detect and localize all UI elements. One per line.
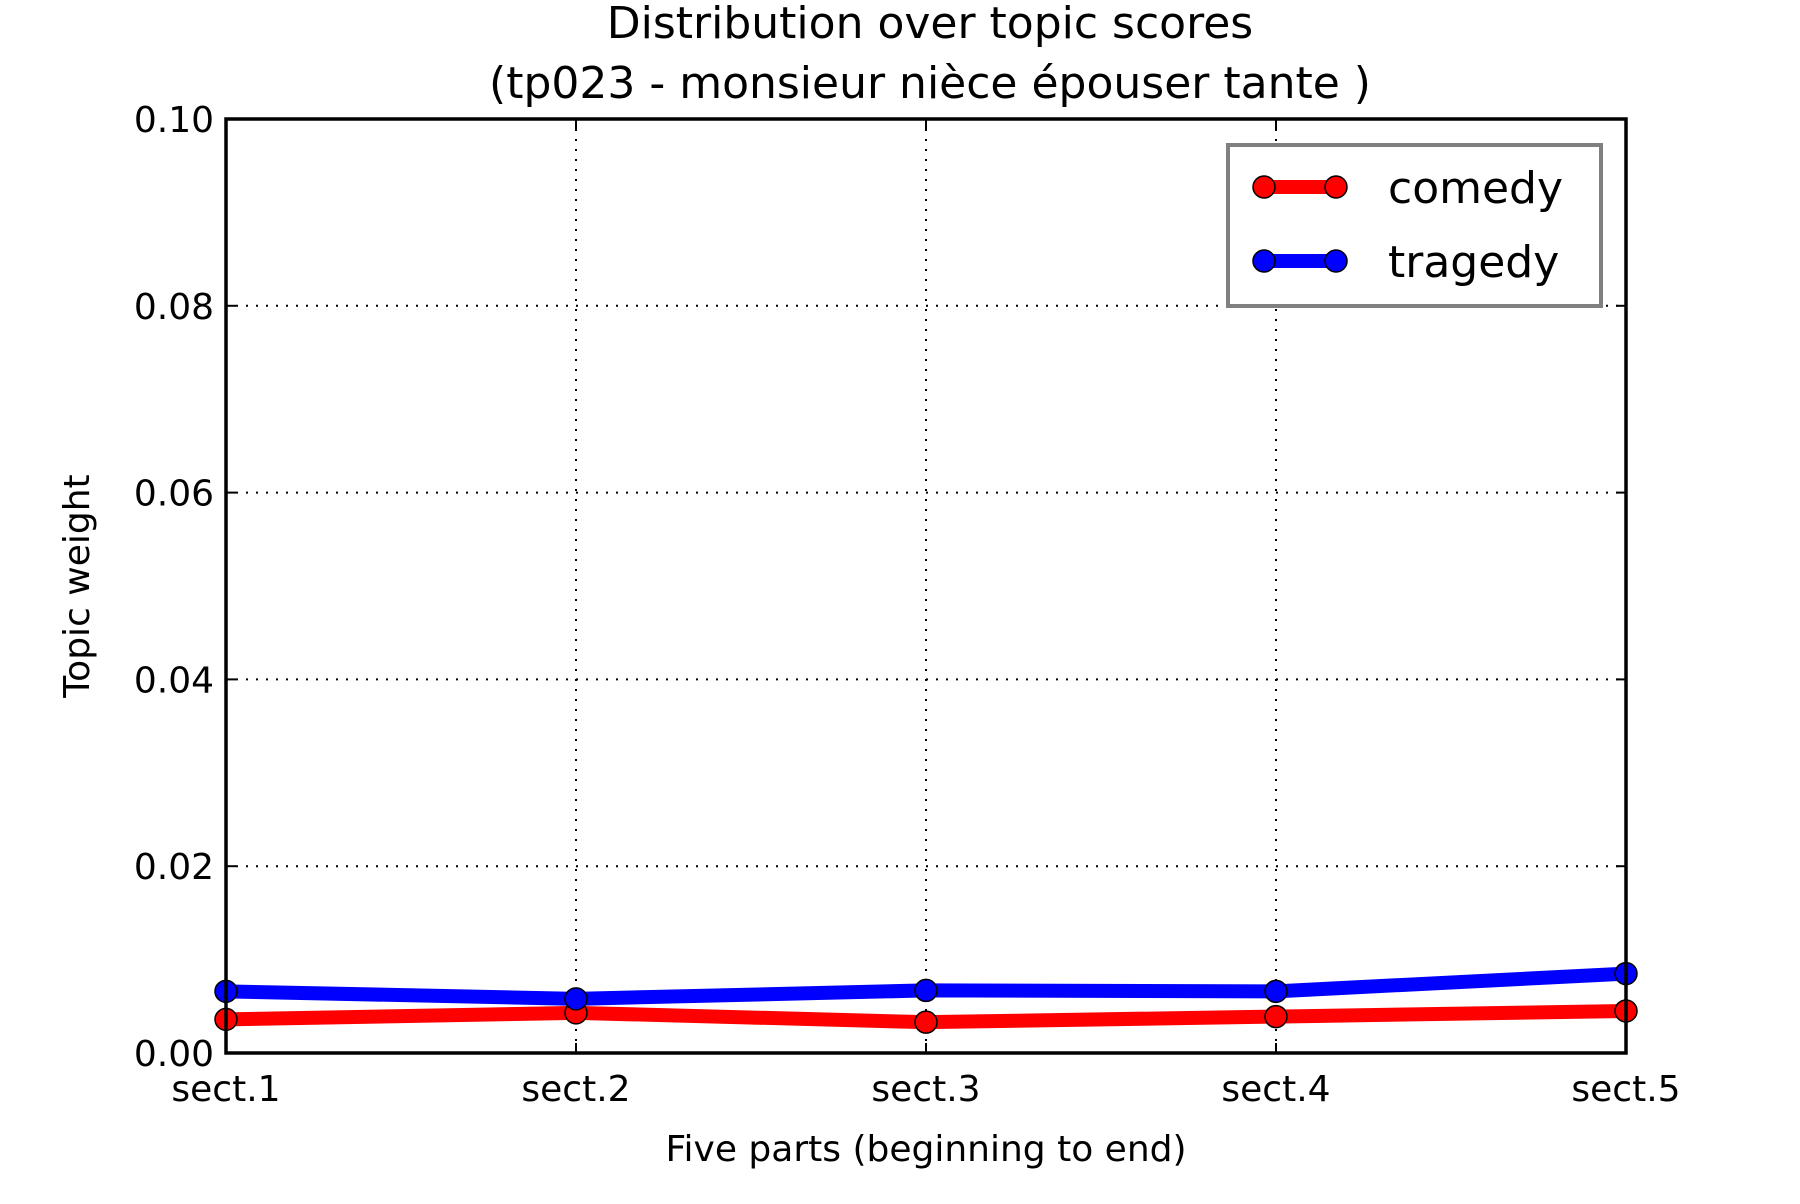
data-point-comedy [1264,1004,1288,1029]
legend-item-comedy: comedy [1252,163,1563,214]
grid-lines [226,119,1626,1053]
legend-item-tragedy: tragedy [1252,237,1559,288]
chart-title: Distribution over topic scores [607,0,1253,49]
chart-subtitle: (tp023 - monsieur nièce épouser tante ) [489,58,1371,109]
legend-marker [1324,175,1348,199]
y-tick-label: 0.10 [134,100,214,141]
x-tick-label: sect.2 [521,1069,630,1110]
legend-marker [1252,249,1276,273]
legend-marker [1324,249,1348,273]
series-lines [214,961,1638,1034]
series-comedy [214,999,1638,1034]
data-point-tragedy [1264,979,1288,1004]
legend-box [1226,143,1603,308]
legend: comedy tragedy [1226,143,1603,308]
y-tick-label: 0.04 [134,660,214,701]
x-tick-label: sect.5 [1571,1069,1680,1110]
legend-label: comedy [1388,163,1563,214]
x-axis-label: Five parts (beginning to end) [665,1129,1186,1170]
data-point-comedy [914,1010,938,1034]
y-tick-label: 0.00 [134,1034,214,1075]
y-axis-label: Topic weight [57,474,98,698]
x-tick-label: sect.4 [1221,1069,1330,1110]
x-tick-label: sect.1 [171,1069,280,1110]
x-tick-label: sect.3 [871,1069,980,1110]
legend-marker [1252,175,1276,199]
y-tick-label: 0.02 [134,847,214,888]
y-tick-label: 0.06 [134,474,214,515]
legend-label: tragedy [1388,237,1559,288]
axis-ticks: sect.1 sect.2 sect.3 sect.4 sect.5 0.00 0.02 0.… [134,100,1681,1110]
y-tick-label: 0.08 [134,287,214,328]
data-point-tragedy [914,978,938,1003]
data-point-tragedy [564,987,588,1011]
